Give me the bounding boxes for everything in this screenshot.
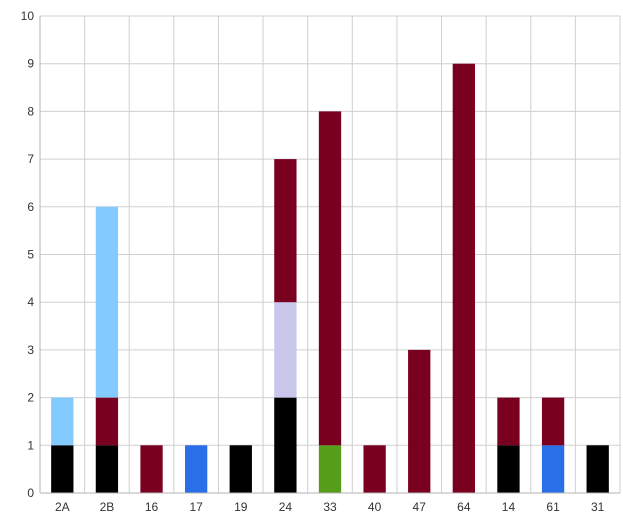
y-tick-label: 1	[27, 438, 34, 452]
x-tick-label: 40	[368, 500, 382, 514]
y-tick-label: 6	[27, 200, 34, 214]
bars	[51, 63, 609, 493]
bar-segment-40-4	[363, 445, 386, 493]
bar-segment-16-4	[140, 445, 163, 493]
x-tick-labels: 2A 2B 16 17 19 24 33 40 47 64 14 61 31	[55, 500, 605, 514]
x-tick-label: 61	[546, 500, 560, 514]
bar-segment-14-0	[497, 445, 520, 493]
axes	[39, 16, 620, 494]
y-tick-label: 8	[27, 104, 34, 118]
bar-segment-31-0	[586, 445, 609, 493]
y-tick-label: 9	[27, 57, 34, 71]
y-tick-label: 10	[21, 9, 35, 23]
x-tick-label: 2B	[100, 500, 115, 514]
bar-segment-19-0	[229, 445, 252, 493]
x-tick-label: 31	[591, 500, 605, 514]
y-tick-label: 0	[27, 486, 34, 500]
bar-segment-61-2	[541, 445, 565, 493]
bar-segment-47-4	[408, 349, 431, 493]
bar-segment-33-4	[318, 111, 342, 446]
x-tick-label: 16	[145, 500, 159, 514]
y-tick-label: 3	[27, 343, 34, 357]
bar-segment-61-4	[541, 397, 565, 446]
bar-segment-17-2	[185, 445, 208, 493]
bar-segment-2A-0	[51, 445, 74, 493]
x-tick-label: 17	[189, 500, 203, 514]
y-tick-label: 7	[27, 152, 34, 166]
bar-segment-2A-5	[51, 397, 74, 446]
bar-segment-14-4	[497, 397, 520, 446]
x-tick-label: 2A	[55, 500, 70, 514]
bar-segment-24-0	[274, 397, 297, 493]
bar-segment-33-1	[318, 445, 342, 493]
x-tick-label: 47	[413, 500, 427, 514]
x-tick-label: 33	[323, 500, 337, 514]
x-tick-label: 64	[457, 500, 471, 514]
bar-segment-2B-4	[95, 397, 119, 446]
y-tick-label: 4	[27, 295, 34, 309]
x-tick-label: 19	[234, 500, 248, 514]
bar-segment-24-3	[274, 302, 297, 398]
x-tick-label: 24	[279, 500, 293, 514]
x-tick-label: 14	[502, 500, 516, 514]
y-tick-labels: 0 1 2 3 4 5 6 7 8 9 10	[21, 9, 35, 500]
bar-segment-24-4	[274, 159, 297, 303]
y-tick-label: 2	[27, 391, 34, 405]
bar-segment-2B-5	[95, 206, 119, 398]
y-tick-label: 5	[27, 248, 34, 262]
bar-segment-2B-0	[95, 445, 119, 493]
bar-segment-64-4	[452, 63, 475, 493]
